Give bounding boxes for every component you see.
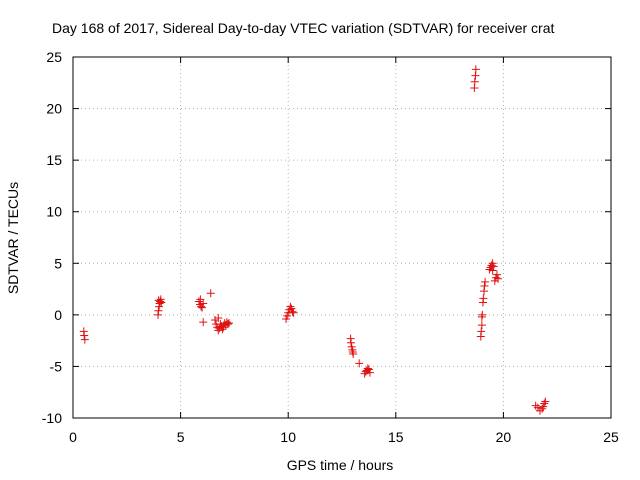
plot-border (72, 56, 612, 419)
x-tick-label: 0 (69, 429, 77, 445)
y-tick-label: 10 (46, 204, 62, 220)
data-point (492, 270, 501, 279)
data-point (541, 397, 550, 406)
data-point (362, 366, 371, 375)
data-point (206, 289, 215, 298)
grid (73, 57, 611, 418)
data-point (222, 318, 231, 327)
data-point (477, 321, 486, 330)
data-point (199, 318, 208, 327)
data-point (214, 313, 223, 322)
data-point (156, 297, 165, 306)
x-tick-label: 5 (177, 429, 185, 445)
data-point (494, 274, 503, 283)
data-point (347, 338, 356, 347)
data-point (80, 331, 89, 340)
data-point (225, 319, 234, 328)
data-points (79, 65, 550, 415)
y-tick-label: 15 (46, 152, 62, 168)
data-point (355, 359, 364, 368)
data-point (487, 261, 496, 270)
y-tick-label: 20 (46, 101, 62, 117)
x-tick-label: 15 (388, 429, 404, 445)
data-point (531, 401, 540, 410)
data-point (211, 316, 220, 325)
x-axis-title: GPS time / hours (287, 457, 394, 473)
data-point (479, 294, 488, 303)
data-point (489, 262, 498, 271)
data-point (535, 406, 544, 415)
data-point (540, 399, 549, 408)
data-point (289, 308, 298, 317)
y-tick-label: -5 (50, 358, 63, 374)
data-point (223, 320, 232, 329)
y-tick-label: -10 (42, 410, 62, 426)
data-point (286, 302, 295, 311)
x-tick-label: 20 (496, 429, 512, 445)
axes (72, 56, 612, 419)
data-point (481, 277, 490, 286)
data-point (80, 335, 89, 344)
data-point (196, 295, 205, 304)
data-point (488, 266, 497, 275)
y-tick-label: 25 (46, 49, 62, 65)
data-point (199, 299, 208, 308)
data-point (363, 364, 372, 373)
y-tick-label: 5 (54, 255, 62, 271)
y-axis-title: SDTVAR / TECUs (5, 182, 21, 294)
data-point (154, 306, 163, 315)
data-point (218, 325, 227, 334)
data-point (219, 323, 228, 332)
data-point (198, 303, 207, 312)
data-point (365, 368, 374, 377)
chart-title: Day 168 of 2017, Sidereal Day-to-day VTE… (52, 20, 554, 36)
data-point (215, 324, 224, 333)
data-point (154, 296, 163, 305)
data-point (288, 307, 297, 316)
data-point (470, 77, 479, 86)
data-point (478, 310, 487, 319)
data-point (349, 350, 358, 359)
y-tick-label: 0 (54, 307, 62, 323)
data-point (477, 327, 486, 336)
data-point (538, 404, 547, 413)
x-tick-label: 10 (280, 429, 296, 445)
data-point (480, 281, 489, 290)
data-point (485, 265, 494, 274)
data-point (471, 65, 480, 74)
data-point (214, 326, 223, 335)
x-tick-label: 25 (603, 429, 619, 445)
ticks: 0 5 10 15 20 25 -10 -5 0 5 10 15 20 25 (42, 49, 619, 445)
